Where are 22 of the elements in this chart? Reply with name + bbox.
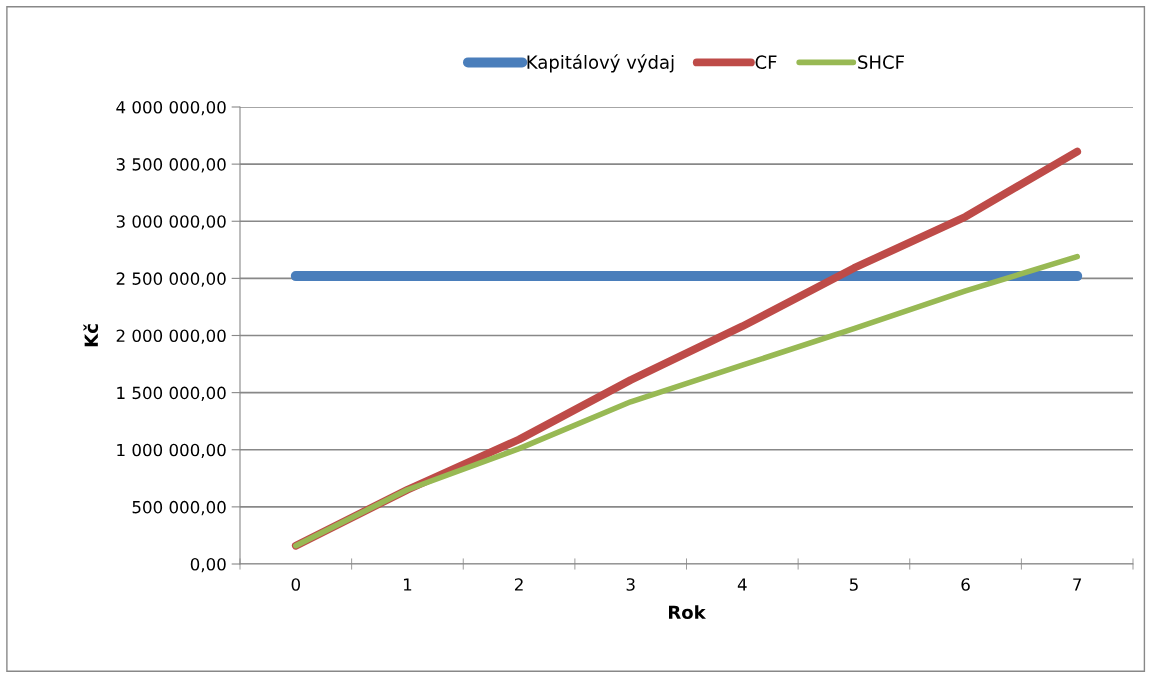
legend-label: SHCF xyxy=(858,55,904,69)
legend-label: CF xyxy=(755,55,777,69)
x-tick-label: 1 xyxy=(403,578,412,591)
x-axis-title: Rok xyxy=(669,605,706,620)
x-tick-label: 4 xyxy=(737,578,747,591)
x-tick-label: 2 xyxy=(514,578,523,591)
y-tick-label: 1 000 000,00 xyxy=(117,443,226,459)
y-tick-label: 4 000 000,00 xyxy=(116,100,226,116)
y-tick-label: 1 500 000,00 xyxy=(117,386,226,401)
y-tick-label: 500 000,00 xyxy=(132,500,226,516)
x-tick-label: 6 xyxy=(961,578,970,591)
legend-label: Kapitálový výdaj xyxy=(527,54,674,73)
y-tick-label: 3 000 000,00 xyxy=(116,215,226,230)
y-tick-label: 0,00 xyxy=(190,557,226,573)
y-tick-label: 3 500 000,00 xyxy=(116,158,226,173)
x-tick-label: 7 xyxy=(1073,578,1082,591)
y-tick-label: 2 000 000,00 xyxy=(116,329,226,344)
y-tick-label: 2 500 000,00 xyxy=(116,272,226,287)
x-tick-label: 0 xyxy=(291,578,301,591)
x-tick-label: 5 xyxy=(849,578,858,591)
y-axis-title: Kč xyxy=(83,324,99,347)
x-tick-label: 3 xyxy=(626,578,635,591)
